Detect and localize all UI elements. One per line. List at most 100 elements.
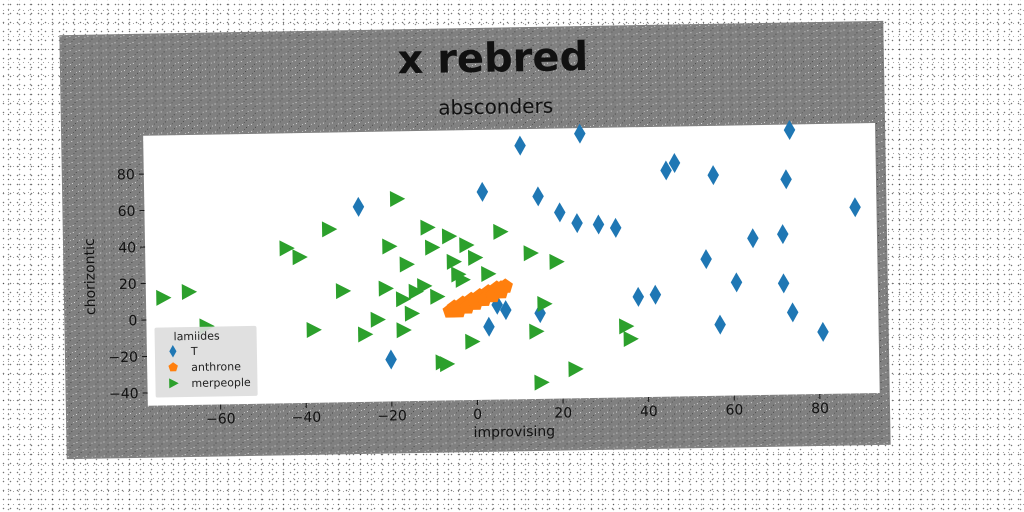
- legend-box: [154, 325, 258, 398]
- point-T: [777, 273, 790, 294]
- legend-label-merpeople: merpeople: [191, 376, 251, 390]
- point-merpeople: [467, 249, 484, 266]
- point-merpeople: [358, 326, 374, 343]
- legend-marker-anthrone: [168, 362, 178, 372]
- series-anthrone: [442, 278, 513, 318]
- series-T: [352, 119, 861, 370]
- point-merpeople: [382, 238, 398, 255]
- x-tick-label: −20: [377, 408, 407, 425]
- point-merpeople: [404, 305, 421, 322]
- point-T: [817, 321, 829, 342]
- point-merpeople: [420, 219, 436, 236]
- series-merpeople: [156, 190, 639, 391]
- point-T: [534, 303, 546, 324]
- x-axis-ticks: −60 −40 −20 0 20 40 60 80: [206, 393, 829, 428]
- point-T: [592, 214, 605, 235]
- point-merpeople: [430, 288, 446, 305]
- point-merpeople: [279, 240, 295, 257]
- point-T: [700, 249, 712, 270]
- x-axis-label: improvising: [473, 424, 555, 441]
- point-merpeople: [549, 253, 565, 270]
- point-T: [668, 152, 681, 173]
- point-T: [476, 181, 489, 202]
- x-tick-label: 0: [473, 407, 482, 423]
- legend-marker-merpeople: [169, 378, 179, 389]
- point-T: [352, 196, 365, 217]
- point-merpeople: [396, 322, 412, 339]
- point-merpeople: [455, 271, 471, 288]
- point-anthrone: [493, 283, 509, 299]
- point-merpeople: [623, 331, 639, 348]
- point-T: [483, 316, 495, 337]
- point-merpeople: [439, 356, 456, 373]
- legend-title: lamiides: [173, 329, 220, 343]
- point-merpeople: [389, 190, 406, 207]
- point-merpeople: [493, 223, 509, 240]
- point-T: [500, 300, 512, 321]
- point-T: [707, 165, 719, 186]
- point-T: [730, 272, 743, 293]
- figure-suptitle: x rebred: [397, 34, 588, 83]
- point-T: [632, 286, 645, 307]
- point-T: [783, 119, 796, 140]
- point-T: [777, 224, 789, 245]
- point-T: [660, 160, 672, 181]
- x-tick-label: −40: [292, 410, 322, 427]
- point-T: [532, 186, 544, 207]
- point-merpeople: [395, 291, 412, 308]
- point-merpeople: [529, 323, 545, 340]
- point-merpeople: [321, 221, 338, 238]
- point-T: [849, 197, 861, 218]
- point-T: [554, 202, 566, 223]
- point-merpeople: [292, 249, 308, 266]
- point-T: [574, 123, 586, 144]
- point-merpeople: [408, 283, 424, 300]
- point-T: [786, 302, 799, 323]
- point-merpeople: [424, 239, 441, 256]
- x-tick-label: −60: [206, 411, 236, 428]
- y-tick-label: 60: [117, 204, 135, 220]
- y-tick-label: 80: [117, 167, 135, 183]
- x-tick-label: 20: [554, 405, 572, 421]
- point-merpeople: [523, 245, 539, 262]
- point-merpeople: [537, 296, 553, 313]
- point-merpeople: [534, 374, 550, 391]
- y-axis-ticks: −40 −20 0 20 40 60 80: [108, 167, 148, 403]
- point-T: [649, 284, 662, 305]
- point-merpeople: [441, 228, 458, 245]
- point-T: [571, 213, 583, 234]
- y-tick-label: −40: [109, 386, 139, 403]
- y-tick-label: 40: [118, 240, 136, 256]
- plot-area: [143, 123, 880, 406]
- legend-label-anthrone: anthrone: [191, 360, 241, 374]
- point-T: [609, 217, 622, 238]
- point-merpeople: [306, 321, 322, 338]
- point-merpeople: [481, 266, 497, 283]
- point-T: [514, 135, 526, 156]
- y-tick-label: 0: [128, 313, 137, 329]
- x-tick-label: 60: [725, 402, 743, 418]
- point-merpeople: [465, 333, 481, 350]
- point-merpeople: [370, 311, 386, 328]
- legend-marker-T: [169, 345, 177, 358]
- point-merpeople: [399, 256, 415, 273]
- point-merpeople: [417, 278, 433, 295]
- legend-label-T: T: [190, 345, 198, 358]
- point-merpeople: [568, 361, 584, 378]
- x-tick-label: 40: [640, 404, 658, 420]
- point-merpeople: [378, 280, 394, 297]
- point-merpeople: [446, 253, 462, 270]
- point-T: [780, 169, 792, 190]
- y-tick-label: −20: [108, 350, 138, 367]
- point-merpeople: [181, 284, 198, 301]
- x-tick-label: 80: [811, 401, 829, 417]
- point-T: [747, 228, 759, 249]
- y-tick-label: 20: [119, 277, 137, 293]
- point-T: [714, 314, 726, 335]
- point-merpeople: [459, 237, 475, 254]
- point-merpeople: [335, 283, 352, 300]
- y-axis-label: chorizontic: [82, 238, 99, 315]
